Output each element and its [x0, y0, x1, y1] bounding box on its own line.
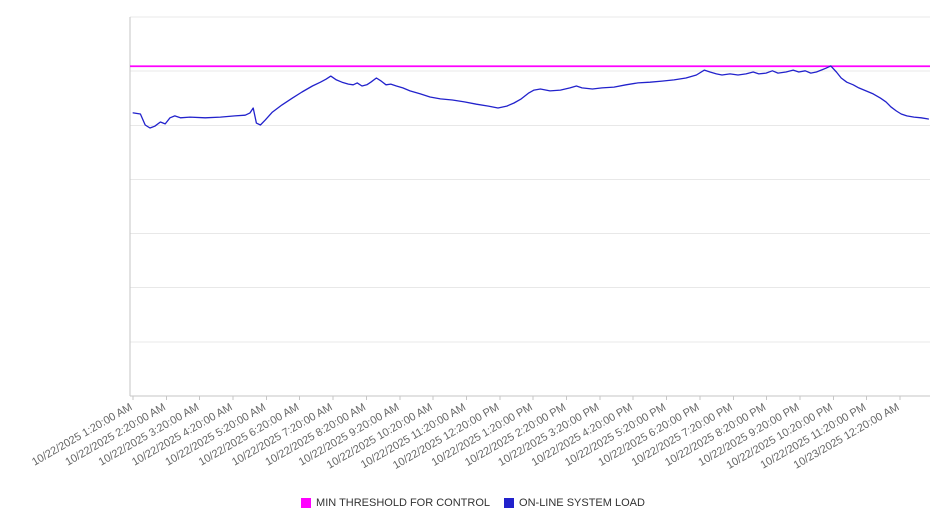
legend-label-threshold: MIN THRESHOLD FOR CONTROL — [316, 497, 491, 509]
legend-item-min-threshold[interactable]: MIN THRESHOLD FOR CONTROL — [301, 497, 490, 509]
online-system-load-line — [132, 65, 930, 129]
legend-swatch-load — [504, 498, 515, 508]
chart-legend: MIN THRESHOLD FOR CONTROL ON-LINE SYSTEM… — [0, 497, 946, 509]
legend-label-load: ON-LINE SYSTEM LOAD — [519, 497, 645, 509]
legend-swatch-threshold — [301, 498, 312, 508]
legend-item-online-system-load[interactable]: ON-LINE SYSTEM LOAD — [504, 497, 645, 509]
